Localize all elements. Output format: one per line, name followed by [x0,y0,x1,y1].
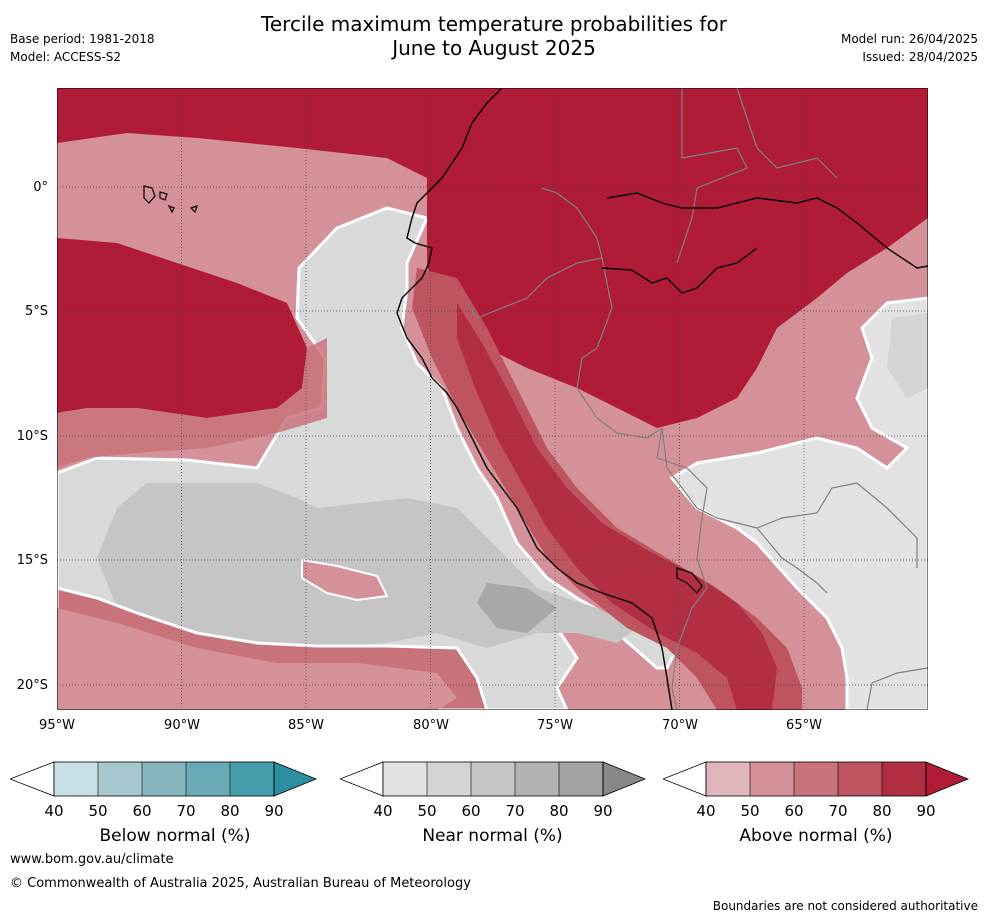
lon-label-70w: 70°W [662,718,698,733]
near-normal-core [477,583,557,633]
legend-near-tick: 40 [373,802,393,820]
model-name: Model: ACCESS-S2 [10,50,122,64]
lon-label-75w: 75°W [537,718,573,733]
above-normal-west-ring [57,338,327,468]
andes-warm-core [457,303,777,710]
lake-titicaca [676,567,703,594]
meta-left: Base period: 1981-2018 Model: ACCESS-S2 [10,30,155,66]
meta-right: Model run: 26/04/2025 Issued: 28/04/2025 [841,30,978,66]
above-normal-south-inner [57,608,457,710]
footer-url: www.bom.gov.au/climate [10,852,174,867]
legend-near-tick: 80 [549,802,569,820]
near-normal-east-inner [887,313,928,398]
lon-label-90w: 90°W [164,718,200,733]
title-line-2: June to August 2025 [392,36,596,60]
legend-below: 40 50 60 70 80 90 Below normal (%) [8,760,320,846]
footer-copyright: © Commonwealth of Australia 2025, Austra… [10,876,471,891]
gridlines [57,88,928,710]
title-line-1: Tercile maximum temperature probabilitie… [261,12,727,36]
legend-near-tick: 60 [461,802,481,820]
issued-date: Issued: 28/04/2025 [862,50,978,64]
legend-above-tick: 50 [740,802,760,820]
legend-above-title: Above normal (%) [739,826,893,846]
chart-title: Tercile maximum temperature probabilitie… [0,12,988,60]
lon-label-65w: 65°W [786,718,822,733]
galapagos-islands [143,185,198,214]
lat-label-5s: 5°S [24,304,48,319]
legend-below-tick: 50 [88,802,108,820]
country-borders [466,88,928,710]
legend-above-tick: 60 [784,802,804,820]
legend-below-colorbar [8,761,318,797]
legend-near-title: Near normal (%) [422,826,563,846]
legend-above-tick: 70 [828,802,848,820]
legend-above-tick: 80 [872,802,892,820]
coastline [396,88,928,710]
above-normal-north [57,88,928,428]
legend-near: 40 50 60 70 80 90 Near normal (%) [338,760,650,846]
lon-label-80w: 80°W [413,718,449,733]
legend-near-tick: 50 [417,802,437,820]
near-normal-east [669,296,928,710]
legend-below-tick: 90 [264,802,284,820]
lat-label-10s: 10°S [16,429,48,444]
lat-label-20s: 20°S [16,678,48,693]
legend-near-colorbar [338,761,647,797]
legend-below-tick: 60 [132,802,152,820]
above-normal-west [57,238,307,418]
lat-label-15s: 15°S [16,553,48,568]
legend-above-tick: 40 [696,802,716,820]
map-frame [57,88,928,710]
legend-below-tick: 80 [220,802,240,820]
lon-label-85w: 85°W [288,718,324,733]
legend-below-tick: 70 [176,802,196,820]
lon-label-95w: 95°W [39,718,75,733]
legend-above: 40 50 60 70 80 90 Above normal (%) [661,760,973,846]
legend-above-tick: 90 [916,802,936,820]
legend-below-title: Below normal (%) [99,826,251,846]
base-period: Base period: 1981-2018 [10,32,155,46]
legend-below-tick: 40 [44,802,64,820]
lat-label-0: 0° [33,180,48,195]
legend-near-tick: 90 [593,802,613,820]
footer-disclaimer: Boundaries are not considered authoritat… [712,899,978,913]
model-run: Model run: 26/04/2025 [840,32,978,46]
legend-near-tick: 70 [505,802,525,820]
probability-map [57,88,928,710]
legend-above-colorbar [661,761,970,797]
